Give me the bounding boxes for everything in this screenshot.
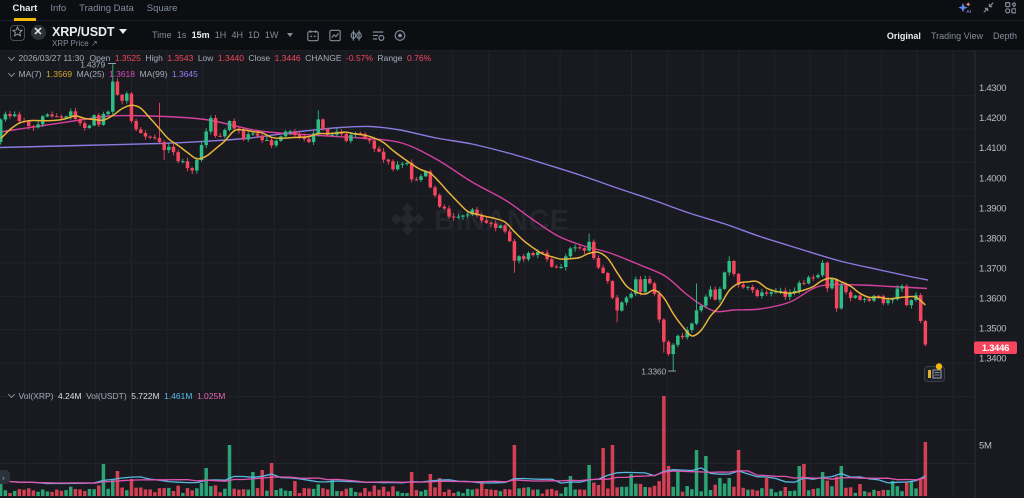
svg-text:1.3360: 1.3360: [641, 367, 666, 377]
svg-text:1.4379: 1.4379: [80, 59, 105, 69]
svg-text:5M: 5M: [979, 441, 992, 452]
svg-text:1.3800: 1.3800: [979, 233, 1006, 244]
svg-text:1.4200: 1.4200: [979, 113, 1006, 124]
svg-text:1.3900: 1.3900: [979, 203, 1006, 214]
svg-text:AI: AI: [966, 9, 971, 14]
svg-text:1.3400: 1.3400: [979, 354, 1006, 365]
svg-text:1.3700: 1.3700: [979, 263, 1006, 274]
svg-text:1.3446: 1.3446: [982, 343, 1009, 354]
svg-text:1.4000: 1.4000: [979, 173, 1006, 184]
svg-text:1.4300: 1.4300: [979, 83, 1006, 94]
svg-text:1.3500: 1.3500: [979, 324, 1006, 335]
svg-text:1.3600: 1.3600: [979, 294, 1006, 305]
svg-text:1.4100: 1.4100: [979, 143, 1006, 154]
svg-text:›: ›: [2, 474, 5, 483]
